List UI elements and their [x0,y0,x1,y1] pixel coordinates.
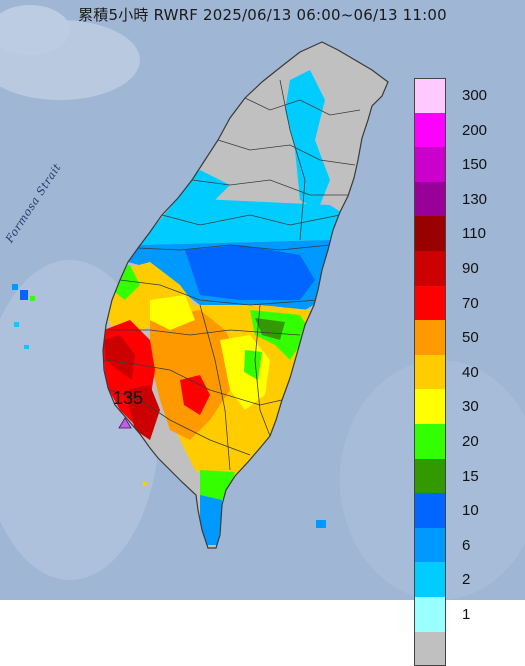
max-rainfall-value: 135 [113,388,143,409]
legend-row: 2 [414,562,519,597]
legend-swatch [414,562,446,597]
legend-row: 150 [414,147,519,182]
legend-label: 6 [462,537,470,554]
legend-label: 300 [462,87,487,104]
legend-row: 30 [414,389,519,424]
legend-row: 110 [414,216,519,251]
legend-label: 30 [462,398,479,415]
legend-swatch [414,216,446,251]
legend-swatch [414,597,446,632]
legend-row: 6 [414,528,519,563]
legend-swatch [414,355,446,390]
rainfall-legend: 300 200 150 130 110 90 70 50 40 30 20 15 10 6 2 1 [414,78,519,666]
legend-label: 50 [462,329,479,346]
legend-row: 1 [414,597,519,632]
legend-row: 90 [414,251,519,286]
legend-label: 90 [462,260,479,277]
legend-label: 200 [462,122,487,139]
map-title: 累積5小時 RWRF 2025/06/13 06:00~06/13 11:00 [0,4,525,25]
legend-row: 130 [414,182,519,217]
legend-row: 10 [414,493,519,528]
legend-label: 10 [462,502,479,519]
legend-swatch [414,459,446,494]
legend-label: 15 [462,468,479,485]
legend-label: 150 [462,156,487,173]
legend-swatch [414,251,446,286]
legend-swatch [414,182,446,217]
legend-row [414,632,519,666]
legend-swatch [414,528,446,563]
legend-swatch [414,113,446,148]
legend-row: 40 [414,355,519,390]
legend-label: 1 [462,606,470,623]
legend-row: 70 [414,286,519,321]
legend-swatch [414,78,446,113]
legend-label: 70 [462,295,479,312]
legend-row: 300 [414,78,519,113]
legend-label: 2 [462,571,470,588]
legend-label: 40 [462,364,479,381]
legend-swatch [414,632,446,666]
legend-swatch [414,389,446,424]
legend-swatch [414,286,446,321]
legend-swatch [414,320,446,355]
legend-row: 20 [414,424,519,459]
legend-label: 20 [462,433,479,450]
legend-swatch [414,147,446,182]
legend-label: 110 [462,225,486,242]
legend-swatch [414,424,446,459]
legend-row: 15 [414,459,519,494]
legend-label: 130 [462,191,487,208]
legend-row: 200 [414,113,519,148]
legend-row: 50 [414,320,519,355]
legend-swatch [414,493,446,528]
